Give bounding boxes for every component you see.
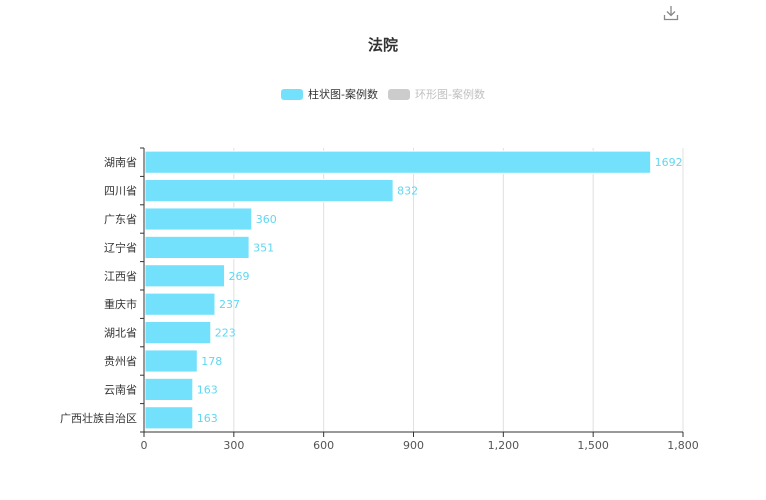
chart-legend: 柱状图-案例数 环形图-案例数 xyxy=(0,86,766,102)
bar[interactable] xyxy=(144,377,194,401)
data-label: 360 xyxy=(256,213,277,226)
y-category-label: 辽宁省 xyxy=(104,240,137,254)
data-label: 832 xyxy=(397,185,418,198)
y-category-label: 四川省 xyxy=(104,185,137,198)
data-label: 223 xyxy=(215,327,236,340)
bar[interactable] xyxy=(144,321,212,345)
y-category-label: 江西省 xyxy=(104,270,137,283)
y-category-label: 云南省 xyxy=(104,383,137,396)
bar[interactable] xyxy=(144,292,216,316)
bar[interactable] xyxy=(144,264,226,288)
data-label: 163 xyxy=(197,412,218,425)
data-label: 269 xyxy=(229,270,250,283)
bar[interactable] xyxy=(144,349,198,373)
legend-swatch-ring xyxy=(388,88,410,100)
x-tick-label: 600 xyxy=(313,439,334,452)
bar[interactable] xyxy=(144,150,652,174)
data-label: 1692 xyxy=(655,156,683,169)
bar[interactable] xyxy=(144,406,194,430)
y-category-label: 湖北省 xyxy=(104,327,137,340)
data-label: 351 xyxy=(253,241,274,254)
bar[interactable] xyxy=(144,235,250,259)
legend-item-bar-series[interactable]: 柱状图-案例数 xyxy=(281,86,378,102)
legend-label-ring: 环形图-案例数 xyxy=(415,88,485,101)
legend-swatch-bar xyxy=(281,88,304,100)
bar[interactable] xyxy=(144,207,253,231)
legend-label-bar: 柱状图-案例数 xyxy=(308,88,378,101)
data-label: 237 xyxy=(219,298,240,311)
y-category-label: 湖南省 xyxy=(104,156,137,169)
x-tick-label: 300 xyxy=(223,439,244,452)
x-tick-label: 1,200 xyxy=(488,439,520,452)
y-category-label: 广东省 xyxy=(104,213,137,226)
x-tick-label: 900 xyxy=(403,439,424,452)
chart-title: 法院 xyxy=(367,36,398,54)
y-category-label: 广西壮族自治区 xyxy=(60,411,137,425)
x-tick-label: 1,800 xyxy=(667,439,699,452)
legend-item-ring-series[interactable]: 环形图-案例数 xyxy=(388,86,485,102)
download-icon[interactable] xyxy=(663,5,679,21)
x-tick-label: 0 xyxy=(141,439,148,452)
data-label: 163 xyxy=(197,383,218,396)
y-category-label: 贵州省 xyxy=(104,355,137,368)
x-tick-label: 1,500 xyxy=(577,439,609,452)
data-label: 178 xyxy=(201,355,222,368)
download-icon-glyph xyxy=(663,6,679,21)
y-category-label: 重庆市 xyxy=(104,297,137,311)
bar[interactable] xyxy=(144,179,394,203)
